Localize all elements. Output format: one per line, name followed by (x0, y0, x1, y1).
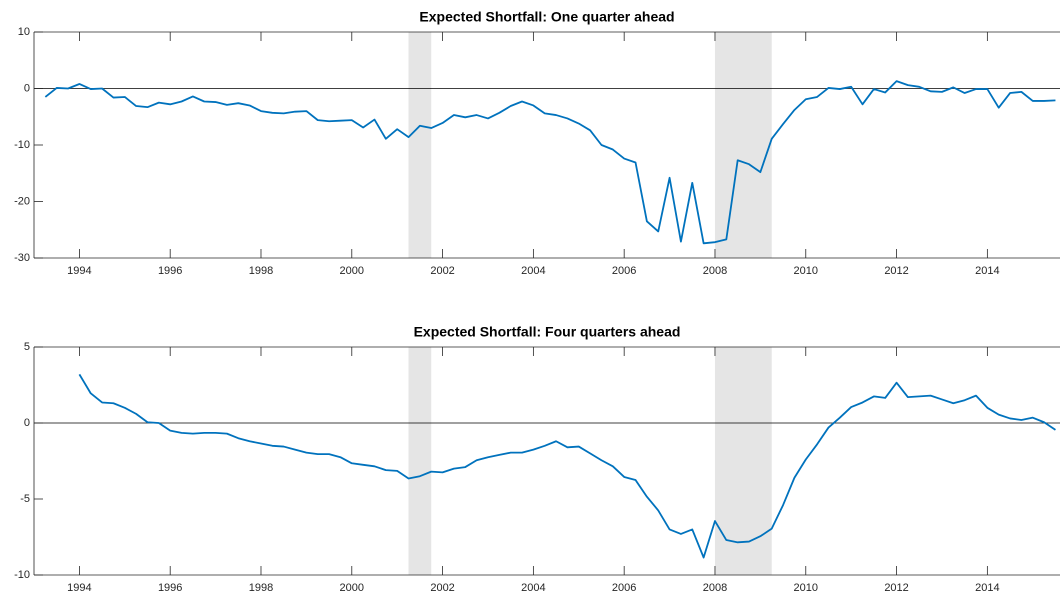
x-tick-label: 2008 (703, 582, 727, 594)
x-tick-label: 2000 (340, 582, 364, 594)
x-tick-label: 2014 (975, 265, 999, 277)
x-tick-label: 2010 (794, 265, 818, 277)
x-tick-label: 2012 (884, 265, 908, 277)
y-tick-label: 0 (24, 82, 30, 94)
x-tick-label: 2006 (612, 265, 636, 277)
x-tick-label: 1994 (67, 265, 91, 277)
y-tick-label: -10 (14, 569, 30, 581)
y-tick-label: -30 (14, 252, 30, 264)
y-tick-label: 5 (24, 341, 30, 353)
shaded-region (408, 347, 432, 575)
y-tick-label: 10 (18, 26, 30, 38)
x-tick-label: 2002 (430, 265, 454, 277)
x-tick-label: 1998 (249, 265, 273, 277)
chart-title: Expected Shortfall: One quarter ahead (419, 9, 674, 25)
y-tick-label: 0 (24, 417, 30, 429)
x-tick-label: 2008 (703, 265, 727, 277)
x-tick-label: 2012 (884, 582, 908, 594)
x-tick-label: 1996 (158, 265, 182, 277)
shaded-region (714, 347, 772, 575)
x-tick-label: 2014 (975, 582, 999, 594)
x-tick-label: 2004 (521, 582, 545, 594)
y-tick-label: -10 (14, 139, 30, 151)
data-line (44, 80, 1056, 245)
x-tick-label: 1994 (67, 582, 91, 594)
x-tick-label: 2010 (794, 582, 818, 594)
data-line (78, 373, 1056, 559)
y-tick-label: -5 (20, 493, 30, 505)
x-tick-label: 2004 (521, 265, 545, 277)
shaded-region (714, 32, 772, 258)
y-tick-label: -20 (14, 195, 30, 207)
shaded-region (408, 32, 432, 258)
chart-title: Expected Shortfall: Four quarters ahead (414, 324, 681, 340)
x-tick-label: 2002 (430, 582, 454, 594)
x-tick-label: 2006 (612, 582, 636, 594)
x-tick-label: 2000 (340, 265, 364, 277)
x-tick-label: 1996 (158, 582, 182, 594)
x-tick-label: 1998 (249, 582, 273, 594)
